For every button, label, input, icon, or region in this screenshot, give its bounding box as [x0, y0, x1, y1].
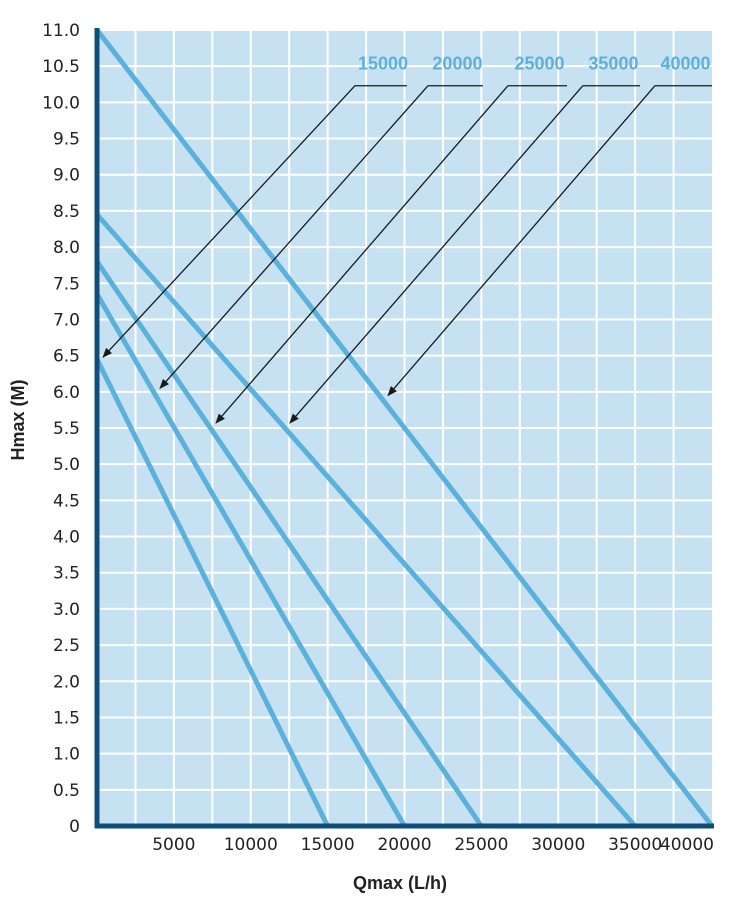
y-axis-label: Hmax (M) — [8, 379, 28, 460]
y-tick-label: 7.5 — [53, 274, 80, 294]
y-tick-label: 1.5 — [53, 708, 80, 728]
y-tick-label: 0.5 — [53, 781, 80, 801]
y-tick-label: 4.0 — [53, 528, 80, 548]
legend-label-40000: 40000 — [660, 54, 710, 74]
y-tick-label: 6.0 — [53, 383, 80, 403]
series-lines — [94, 28, 714, 828]
y-tick-label: 5.0 — [53, 455, 80, 475]
legend-label-35000: 35000 — [588, 54, 638, 74]
legend-label-25000: 25000 — [514, 54, 564, 74]
series-line-20000 — [94, 292, 407, 828]
leader-arrows: 15000 20000 25000 35000 40000 — [102, 54, 712, 424]
y-tick-label: 3.5 — [53, 564, 80, 584]
x-tick-label: 40000 — [660, 835, 714, 855]
y-tick-label: 8.5 — [53, 202, 80, 222]
leader-arrow-40000 — [387, 85, 656, 397]
x-tick-label: 35000 — [608, 835, 662, 855]
x-axis-label: Qmax (L/h) — [353, 873, 447, 893]
y-tick-label: 3.0 — [53, 600, 80, 620]
y-tick-label: 9.5 — [53, 130, 80, 150]
x-tick-label: 5000 — [152, 835, 195, 855]
y-tick-label: 5.5 — [53, 419, 80, 439]
x-tick-label: 30000 — [531, 835, 585, 855]
series-line-35000 — [95, 212, 638, 828]
series-line-15000 — [94, 358, 330, 828]
y-tick-label: 2.5 — [53, 636, 80, 656]
y-tick-label: 8.0 — [53, 238, 80, 258]
leader-arrow-25000 — [215, 85, 509, 424]
legend-label-15000: 15000 — [358, 54, 408, 74]
y-tick-label: 0 — [69, 817, 80, 837]
y-tick-label: 4.5 — [53, 491, 80, 511]
y-tick-label: 2.0 — [53, 672, 80, 692]
y-tick-label: 10.5 — [42, 57, 80, 77]
legend-label-20000: 20000 — [432, 54, 482, 74]
series-line-25000 — [94, 260, 484, 828]
leader-arrow-15000 — [102, 85, 356, 358]
y-tick-label: 10.0 — [42, 93, 80, 113]
leader-arrow-20000 — [159, 85, 429, 389]
y-tick-label: 6.5 — [53, 347, 80, 367]
x-tick-label: 10000 — [224, 835, 278, 855]
y-tick-label: 11.0 — [42, 21, 80, 41]
leader-arrow-35000 — [289, 85, 584, 424]
y-tick-label: 9.0 — [53, 166, 80, 186]
axes — [94, 28, 714, 829]
x-tick-label: 15000 — [301, 835, 355, 855]
y-tick-label: 1.0 — [53, 745, 80, 765]
x-tick-label: 25000 — [454, 835, 508, 855]
x-tick-label: 20000 — [377, 835, 431, 855]
y-tick-label: 7.0 — [53, 310, 80, 330]
series-line-40000 — [95, 28, 714, 828]
y-tick-labels: 0 0.5 1.0 1.5 2.0 2.5 3.0 3.5 4.0 4.5 5.0 5.5 6.0 6.5… — [42, 21, 80, 837]
